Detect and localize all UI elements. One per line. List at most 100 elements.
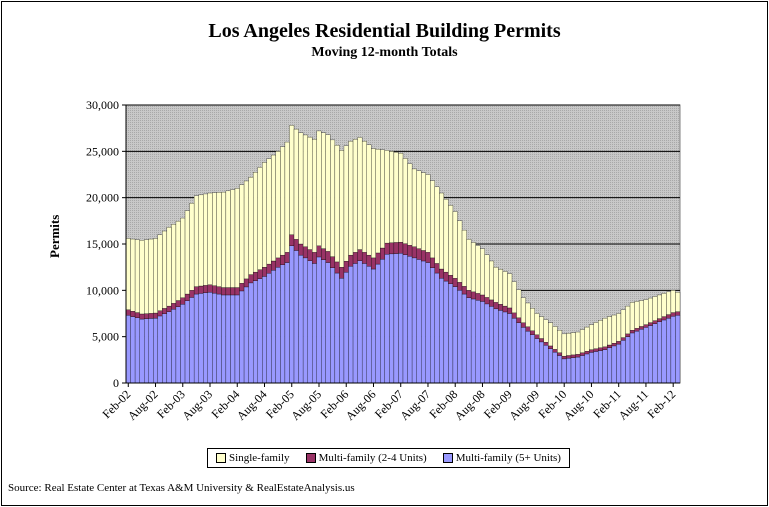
bar-multi-family-5plus: [579, 355, 585, 384]
bar-multi-family-2-4: [266, 263, 272, 274]
bar-single-family: [557, 330, 563, 353]
bar-multi-family-2-4: [511, 312, 517, 319]
bar-single-family: [271, 154, 277, 262]
legend-swatch-multi-family-2-4: [305, 453, 316, 463]
bar-multi-family-2-4: [489, 299, 494, 307]
bar-single-family: [598, 320, 603, 348]
bar-multi-family-2-4: [380, 247, 385, 260]
bar-multi-family-2-4: [339, 267, 345, 279]
bar-multi-family-5plus: [339, 278, 345, 384]
bar-multi-family-5plus: [203, 292, 208, 384]
bar-multi-family-2-4: [216, 286, 222, 295]
bar-multi-family-2-4: [212, 285, 217, 294]
legend-label-single-family: Single-family: [229, 452, 290, 464]
bar-single-family: [452, 211, 458, 279]
bar-multi-family-5plus: [402, 254, 408, 384]
bar-multi-family-2-4: [325, 251, 331, 263]
bar-single-family: [230, 189, 236, 288]
bar-multi-family-5plus: [670, 316, 676, 384]
bar-multi-family-5plus: [257, 278, 263, 384]
bar-single-family: [243, 180, 249, 280]
bar-multi-family-2-4: [330, 256, 336, 268]
bar-single-family: [203, 193, 208, 286]
bar-single-family: [498, 269, 504, 305]
x-tick-label: Aug-07: [397, 387, 433, 423]
bar-multi-family-2-4: [625, 333, 631, 337]
bar-multi-family-5plus: [398, 253, 404, 384]
bar-multi-family-5plus: [357, 260, 363, 384]
bar-single-family: [620, 309, 626, 338]
bar-multi-family-2-4: [507, 307, 513, 314]
bar-multi-family-2-4: [634, 328, 640, 332]
bar-multi-family-2-4: [402, 243, 408, 255]
bar-multi-family-5plus: [602, 349, 608, 384]
bar-multi-family-2-4: [661, 316, 667, 321]
bar-single-family: [661, 293, 667, 317]
bar-single-family: [262, 162, 267, 268]
bar-multi-family-5plus: [675, 315, 681, 384]
bar-multi-family-2-4: [484, 297, 490, 305]
legend: Single-family Multi-family (2-4 Units) M…: [207, 448, 570, 468]
chart-subtitle: Moving 12-month Totals: [311, 45, 458, 60]
bar-multi-family-2-4: [189, 290, 195, 298]
bar-multi-family-5plus: [180, 304, 186, 384]
bar-multi-family-5plus: [234, 294, 240, 384]
bar-single-family: [425, 174, 431, 253]
bar-multi-family-5plus: [216, 293, 222, 384]
bar-multi-family-5plus: [212, 292, 217, 384]
bar-single-family: [648, 297, 653, 323]
bar-multi-family-2-4: [643, 324, 649, 328]
bar-multi-family-5plus: [280, 264, 286, 384]
bar-multi-family-2-4: [398, 241, 404, 254]
bar-single-family: [216, 192, 222, 287]
bar-multi-family-5plus: [461, 293, 467, 384]
bar-multi-family-2-4: [361, 252, 367, 264]
bar-multi-family-5plus: [620, 340, 626, 384]
bar-multi-family-2-4: [520, 322, 526, 328]
bar-single-family: [675, 292, 681, 312]
bar-multi-family-2-4: [448, 275, 454, 284]
bar-multi-family-5plus: [230, 294, 236, 384]
bar-single-family: [207, 192, 213, 285]
bar-multi-family-5plus: [475, 300, 481, 384]
bar-multi-family-5plus: [493, 308, 499, 384]
bar-multi-family-5plus: [262, 276, 267, 384]
bar-single-family: [411, 168, 417, 247]
bar-single-family: [198, 194, 204, 287]
bar-single-family: [352, 139, 358, 253]
bar-multi-family-2-4: [257, 269, 263, 279]
bar-multi-family-5plus: [452, 286, 458, 384]
bar-multi-family-5plus: [221, 294, 227, 384]
bar-multi-family-5plus: [289, 245, 295, 384]
x-tick-label: Aug-09: [506, 387, 542, 423]
bar-multi-family-2-4: [593, 348, 599, 352]
bar-single-family: [384, 150, 390, 244]
bar-single-family: [634, 301, 640, 329]
bar-single-family: [348, 140, 354, 256]
y-tick-label: 5,000: [92, 330, 119, 344]
bar-single-family: [248, 177, 254, 275]
bar-single-family: [302, 134, 308, 247]
legend-swatch-multi-family-5plus: [442, 453, 453, 463]
bar-single-family: [629, 302, 635, 331]
bar-multi-family-2-4: [657, 318, 662, 322]
bar-multi-family-2-4: [566, 355, 572, 359]
bar-single-family: [289, 125, 295, 235]
bar-single-family: [371, 148, 376, 259]
bar-multi-family-5plus: [443, 280, 449, 384]
bar-multi-family-2-4: [516, 317, 522, 323]
bar-multi-family-2-4: [452, 278, 458, 287]
bar-multi-family-2-4: [539, 338, 544, 343]
bar-multi-family-2-4: [598, 347, 603, 351]
bar-multi-family-2-4: [498, 304, 504, 311]
bar-multi-family-2-4: [357, 249, 363, 261]
bar-multi-family-5plus: [184, 300, 190, 384]
bar-multi-family-2-4: [289, 234, 295, 247]
bar-multi-family-2-4: [262, 267, 267, 277]
bar-multi-family-5plus: [248, 282, 254, 384]
bar-multi-family-5plus: [416, 259, 422, 384]
bar-multi-family-2-4: [316, 245, 322, 258]
bar-multi-family-2-4: [180, 297, 186, 305]
bar-multi-family-2-4: [352, 252, 358, 264]
bar-multi-family-5plus: [371, 268, 376, 384]
